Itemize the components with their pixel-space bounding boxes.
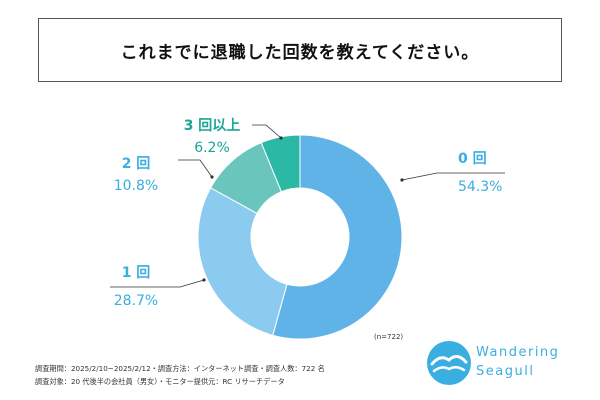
logo-text-1: Wandering xyxy=(476,345,560,360)
value-label-3: 6.2% xyxy=(194,140,230,156)
leader-dot-2 xyxy=(210,175,214,179)
chart-title: これまでに退職した回数を教えてください。 xyxy=(120,42,480,63)
sample-size-note: (n=722) xyxy=(374,333,403,341)
leader-dot-3 xyxy=(279,136,283,140)
donut-slice-0 xyxy=(272,134,403,340)
title-box: これまでに退職した回数を教えてください。 xyxy=(38,18,562,82)
category-label-2: 2 回 xyxy=(122,156,151,172)
leader-dot-1 xyxy=(202,278,206,282)
donut-slice-3 xyxy=(260,134,301,193)
seagull-logo-icon xyxy=(427,341,471,385)
donut-slice-1 xyxy=(197,187,288,336)
leader-line-1 xyxy=(110,279,205,288)
value-label-0: 54.3% xyxy=(458,179,502,195)
survey-info-line-2: 調査対象：20 代後半の会社員（男女）・モニター提供元：RC リサーチデータ xyxy=(35,377,285,386)
leader-dot-0 xyxy=(400,178,404,182)
leader-line-2 xyxy=(178,159,213,178)
category-label-0: 0 回 xyxy=(458,151,487,167)
category-label-1: 1 回 xyxy=(122,265,151,281)
survey-info-line-1: 調査期間：2025/2/10~2025/2/12・調査方法：インターネット調査・… xyxy=(35,364,325,373)
value-label-2: 10.8% xyxy=(114,178,158,194)
brand-logo: Wandering Seagull xyxy=(426,340,576,388)
leader-line-0 xyxy=(401,172,505,181)
value-label-1: 28.7% xyxy=(114,293,158,309)
logo-text-2: Seagull xyxy=(476,364,535,379)
leader-line-3 xyxy=(252,124,282,139)
category-label-3: 3 回以上 xyxy=(184,118,241,134)
